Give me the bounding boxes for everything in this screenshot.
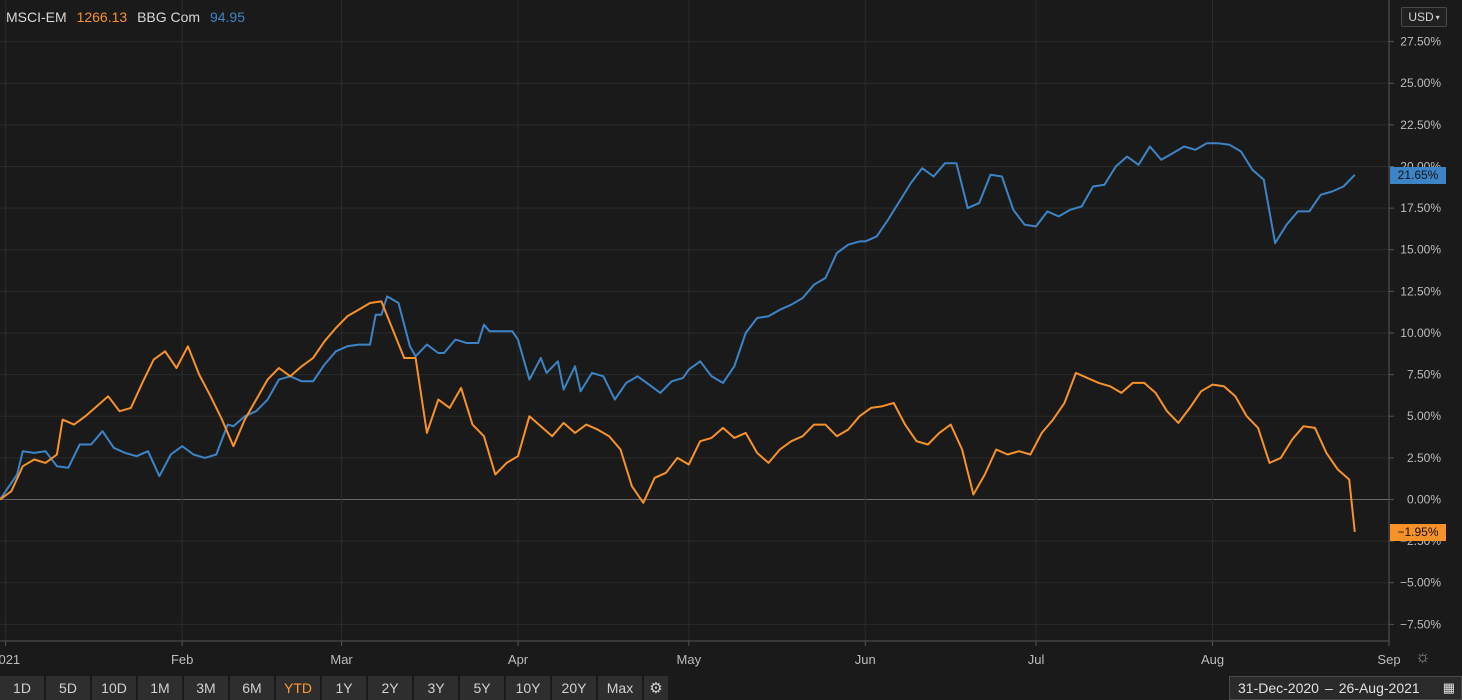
currency-selector-button[interactable]: USD ▾ xyxy=(1401,7,1447,27)
legend-name-bbg-com: BBG Com xyxy=(137,9,201,25)
y-tick-label: 17.50% xyxy=(1400,201,1441,215)
range-button-3m[interactable]: 3M xyxy=(184,676,230,700)
y-tick-label: 22.50% xyxy=(1400,118,1441,132)
range-button-1y[interactable]: 1Y xyxy=(322,676,368,700)
range-button-10y[interactable]: 10Y xyxy=(506,676,552,700)
comparison-line-chart: −7.50%−5.00%−2.50%0.00%2.50%5.00%7.50%10… xyxy=(0,0,1441,667)
x-tick-label: Jun xyxy=(855,652,876,667)
y-tick-label: 5.00% xyxy=(1407,409,1441,423)
last-value-label-bbg-com: 21.65% xyxy=(1397,168,1439,183)
y-tick-label: 27.50% xyxy=(1400,35,1441,49)
x-tick-label: Aug xyxy=(1201,652,1224,667)
series-line-bbg-com xyxy=(0,142,1356,501)
theme-toggle-icon[interactable]: ☼ xyxy=(1415,647,1431,666)
series-line-msci-em xyxy=(0,300,1356,533)
y-tick-label: 10.00% xyxy=(1400,326,1441,340)
range-button-bar: 1D 5D 10D 1M 3M 6M YTD 1Y 2Y 3Y 5Y 10Y 20Y Max ⚙ xyxy=(0,676,670,700)
range-button-2y[interactable]: 2Y xyxy=(368,676,414,700)
chart-legend: MSCI-EM 1266.13 BBG Com 94.95 xyxy=(6,9,251,25)
x-tick-label: Jul xyxy=(1028,652,1045,667)
range-button-max[interactable]: Max xyxy=(598,676,644,700)
y-tick-label: −7.50% xyxy=(1400,617,1441,631)
chevron-down-icon: ▾ xyxy=(1435,12,1440,22)
y-tick-label: 25.00% xyxy=(1400,76,1441,90)
x-tick-label: Apr xyxy=(508,652,529,667)
legend-value-bbg-com: 94.95 xyxy=(209,9,246,25)
x-tick-label: Feb xyxy=(171,652,193,667)
date-range-end: 26-Aug-2021 xyxy=(1338,680,1420,696)
legend-value-msci-em: 1266.13 xyxy=(76,9,128,25)
last-value-badge-bbg-com: 21.65% xyxy=(1390,166,1446,184)
x-tick-label: Mar xyxy=(330,652,353,667)
last-value-label-msci-em: −1.95% xyxy=(1397,525,1439,540)
range-button-5d[interactable]: 5D xyxy=(46,676,92,700)
range-button-10d[interactable]: 10D xyxy=(92,676,138,700)
range-button-ytd[interactable]: YTD xyxy=(276,676,322,700)
calendar-icon[interactable]: ▦ xyxy=(1442,680,1455,695)
currency-label: USD xyxy=(1408,10,1434,24)
range-button-1d[interactable]: 1D xyxy=(0,676,46,700)
date-range-picker[interactable]: 31-Dec-2020 – 26-Aug-2021 ▦ xyxy=(1229,676,1462,700)
range-button-1m[interactable]: 1M xyxy=(138,676,184,700)
y-tick-label: 12.50% xyxy=(1400,284,1441,298)
date-range-separator: – xyxy=(1324,680,1333,696)
y-tick-label: 7.50% xyxy=(1407,368,1441,382)
range-button-5y[interactable]: 5Y xyxy=(460,676,506,700)
legend-name-msci-em: MSCI-EM xyxy=(6,9,67,25)
y-tick-label: 15.00% xyxy=(1400,243,1441,257)
x-tick-label: 2021 xyxy=(0,652,20,667)
x-tick-label: May xyxy=(677,652,702,667)
date-range-start: 31-Dec-2020 xyxy=(1238,680,1319,696)
x-tick-label: Sep xyxy=(1377,652,1400,667)
last-value-badge-msci-em: −1.95% xyxy=(1390,523,1446,541)
range-button-20y[interactable]: 20Y xyxy=(552,676,598,700)
range-button-6m[interactable]: 6M xyxy=(230,676,276,700)
gear-icon[interactable]: ⚙ xyxy=(644,676,670,700)
range-button-3y[interactable]: 3Y xyxy=(414,676,460,700)
y-tick-label: −5.00% xyxy=(1400,576,1441,590)
y-tick-label: 0.00% xyxy=(1407,492,1441,506)
y-tick-label: 2.50% xyxy=(1407,451,1441,465)
